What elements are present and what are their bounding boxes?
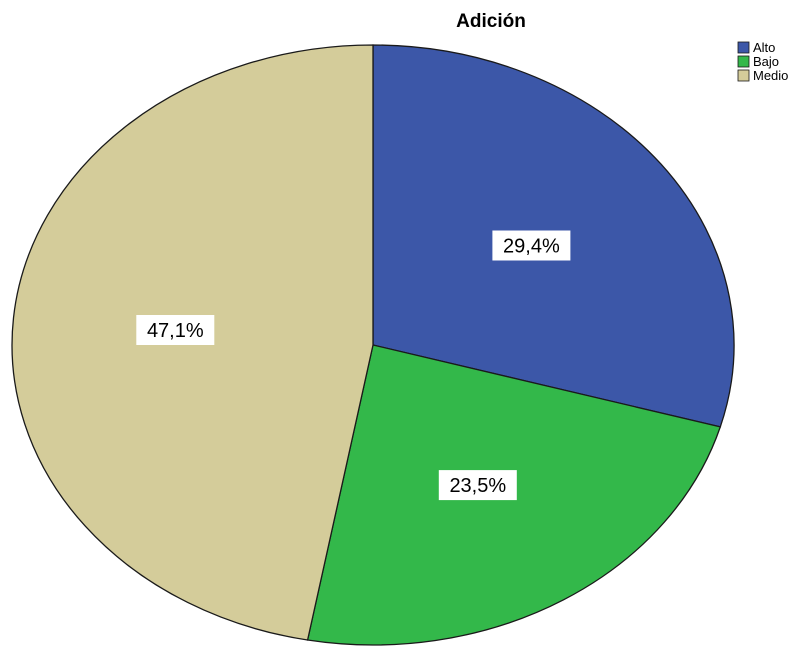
data-label-box xyxy=(492,230,571,261)
legend-item-bajo: Bajo xyxy=(737,54,779,69)
legend-label: Medio xyxy=(753,68,788,83)
data-label-text: 29,4% xyxy=(503,236,560,258)
data-label-medio: 47,1% xyxy=(136,315,215,345)
legend-item-medio: Medio xyxy=(737,68,788,83)
data-labels: 29,4% 23,5% 47,1% xyxy=(136,230,571,501)
data-label-text: 47,1% xyxy=(147,320,204,342)
legend-swatch xyxy=(737,55,750,68)
data-label-bajo: 23,5% xyxy=(438,470,517,501)
data-label-alto: 29,4% xyxy=(492,230,571,261)
data-label-box xyxy=(438,470,517,501)
legend-label: Alto xyxy=(753,40,775,55)
legend-label: Bajo xyxy=(753,54,779,69)
legend-item-alto: Alto xyxy=(737,40,775,55)
chart-title: Adición xyxy=(456,11,526,32)
pie-slices xyxy=(11,44,735,646)
data-label-text: 23,5% xyxy=(449,475,506,497)
data-label-box xyxy=(136,315,215,345)
legend-swatch xyxy=(737,41,750,54)
legend-swatch xyxy=(737,69,750,82)
